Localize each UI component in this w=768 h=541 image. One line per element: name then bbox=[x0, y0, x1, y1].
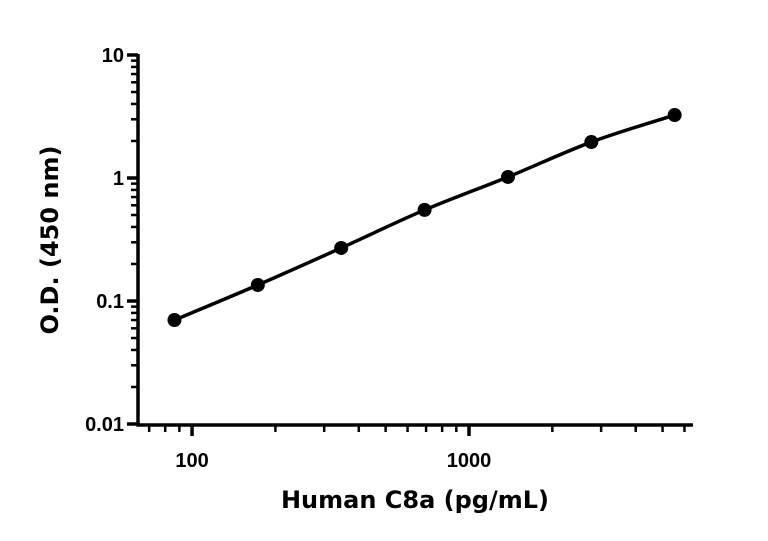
data-point bbox=[250, 277, 265, 292]
x-axis-major-ticks: 100 1000 bbox=[175, 425, 491, 472]
data-point bbox=[167, 313, 182, 328]
fit-curve bbox=[173, 113, 676, 322]
y-tick-label: 0.1 bbox=[96, 291, 124, 313]
y-axis-major-ticks: 0.01 0.1 1 10 bbox=[85, 45, 138, 436]
x-tick-label: 1000 bbox=[447, 450, 492, 472]
x-tick-label: 100 bbox=[175, 450, 208, 472]
data-point bbox=[417, 202, 432, 217]
x-axis-title: Human C8a (pg/mL) bbox=[281, 486, 549, 514]
data-point bbox=[334, 240, 349, 255]
y-tick-label: 10 bbox=[102, 45, 124, 67]
y-axis-title: O.D. (450 nm) bbox=[36, 146, 64, 335]
y-tick-label: 0.01 bbox=[85, 414, 124, 436]
y-tick-label: 1 bbox=[113, 168, 124, 190]
data-points bbox=[167, 108, 682, 328]
data-point bbox=[500, 169, 515, 184]
data-point bbox=[584, 135, 599, 150]
data-point bbox=[667, 108, 682, 123]
